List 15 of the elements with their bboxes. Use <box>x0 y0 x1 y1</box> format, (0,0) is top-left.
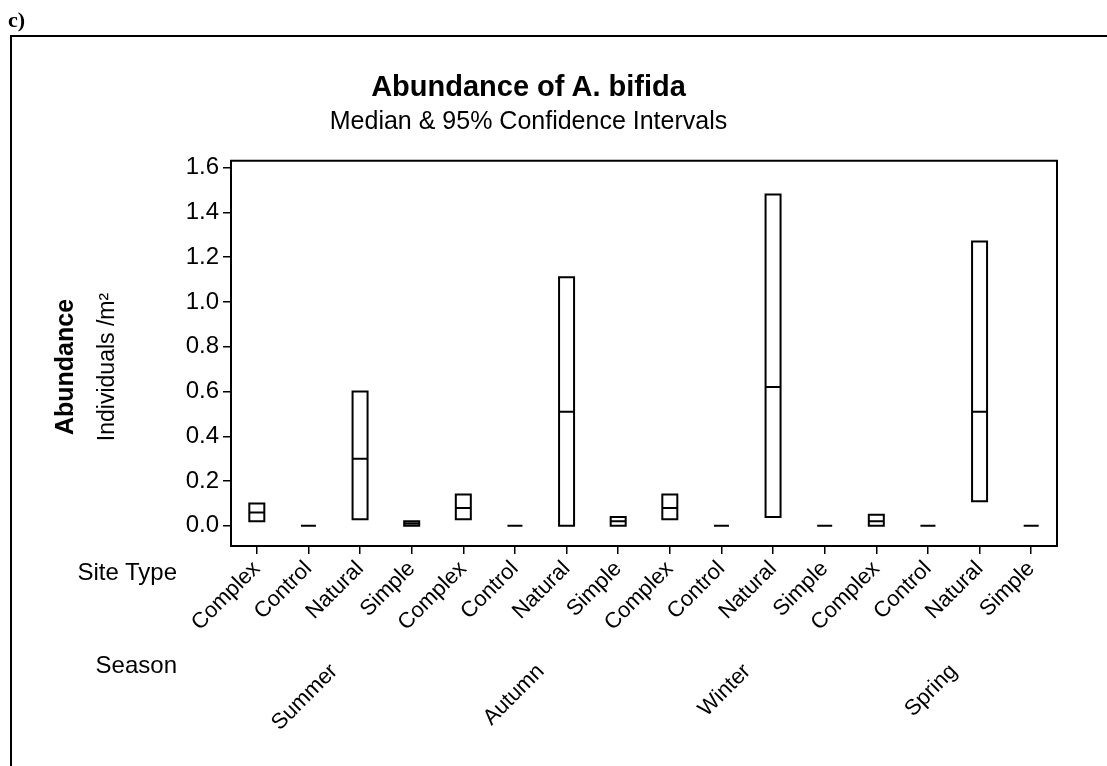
y-tick-label: 0.2 <box>185 465 219 493</box>
chart-title: Abundance of A. bifida <box>371 70 687 103</box>
y-axis-title: Abundance Individuals /m² <box>49 292 120 442</box>
y-tick-label: 1.2 <box>185 241 219 269</box>
y-tick-label: 0.6 <box>185 376 219 404</box>
y-tick-label: 0.8 <box>185 331 219 359</box>
text: c) <box>8 7 26 32</box>
y-tick-label: 0.0 <box>185 510 219 538</box>
chart-subtitle: Median & 95% Confidence Intervals <box>329 105 728 134</box>
y-tick-label: 1.6 <box>185 152 219 180</box>
text: Season <box>95 650 177 678</box>
text: Site Type <box>77 557 177 585</box>
y-tick-label: 1.0 <box>185 286 219 314</box>
y-tick-label: 0.4 <box>185 420 219 448</box>
y-tick-label: 1.4 <box>185 196 219 224</box>
